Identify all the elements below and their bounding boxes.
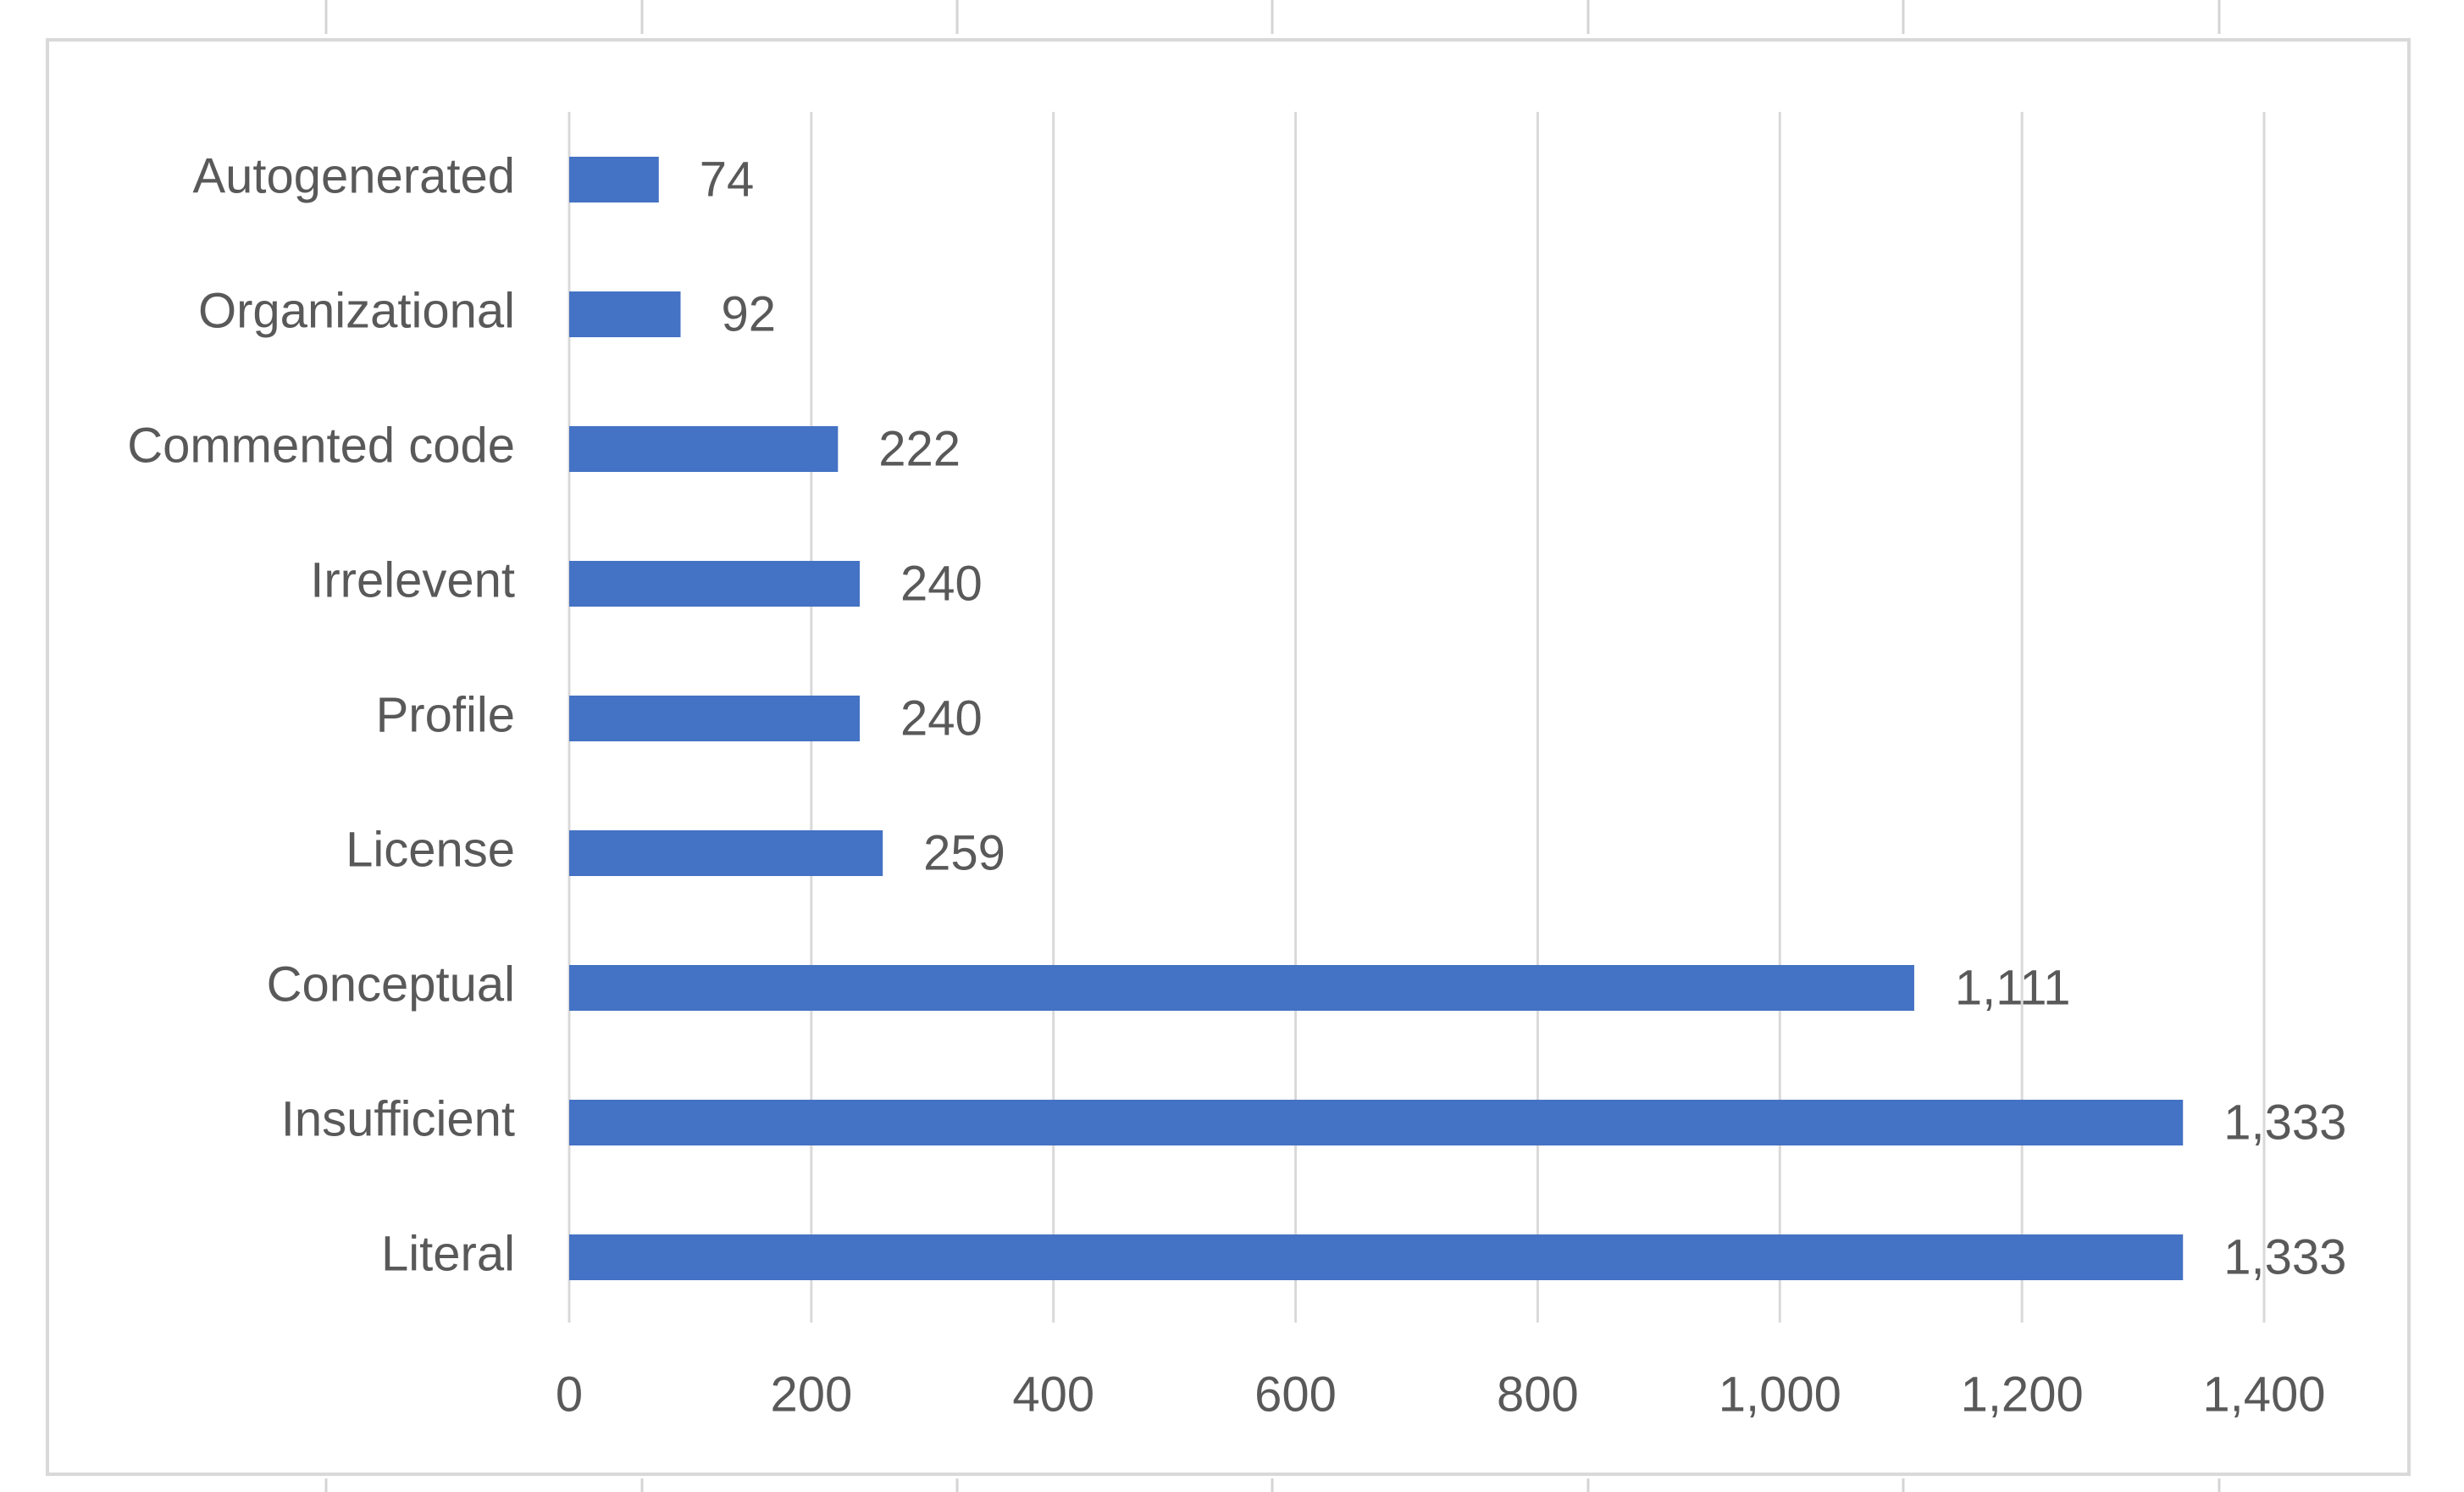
x-tick-label: 600 [1254, 1367, 1337, 1422]
sheet-grid [324, 0, 2221, 1492]
x-tick-label: 200 [770, 1367, 852, 1422]
data-label: 92 [721, 286, 776, 341]
y-tick-label: Literal [381, 1226, 515, 1281]
bar [569, 561, 861, 607]
y-tick-label: Organizational [198, 283, 515, 338]
y-tick-label: Conceptual [267, 957, 515, 1012]
x-tick-label: 1,200 [1961, 1367, 2084, 1422]
bar [569, 1100, 2184, 1145]
y-tick-label: Autogenerated [192, 148, 515, 203]
data-label: 1,333 [2223, 1095, 2346, 1150]
bar [569, 157, 659, 202]
bar [569, 696, 861, 741]
x-tick-label: 1,400 [2202, 1367, 2325, 1422]
data-label: 222 [878, 421, 961, 476]
bar [569, 1234, 2184, 1280]
x-tick-label: 400 [1012, 1367, 1094, 1422]
y-tick-label: Insufficient [281, 1091, 515, 1146]
data-label: 259 [923, 825, 1005, 880]
data-label: 240 [900, 556, 983, 611]
data-label: 240 [900, 691, 983, 746]
bar [569, 426, 839, 472]
x-tick-label: 800 [1497, 1367, 1579, 1422]
y-tick-label: Profile [376, 687, 515, 742]
bar [569, 291, 681, 337]
data-label: 1,111 [1955, 960, 2071, 1015]
bar [569, 965, 1914, 1011]
data-label: 74 [700, 152, 755, 207]
y-tick-label: Commented code [127, 418, 515, 473]
bar [569, 830, 883, 876]
x-tick-label: 0 [556, 1367, 583, 1422]
y-tick-label: License [346, 822, 515, 877]
data-label: 1,333 [2223, 1229, 2346, 1284]
x-tick-label: 1,000 [1719, 1367, 1841, 1422]
y-tick-label: Irrelevent [310, 552, 515, 607]
